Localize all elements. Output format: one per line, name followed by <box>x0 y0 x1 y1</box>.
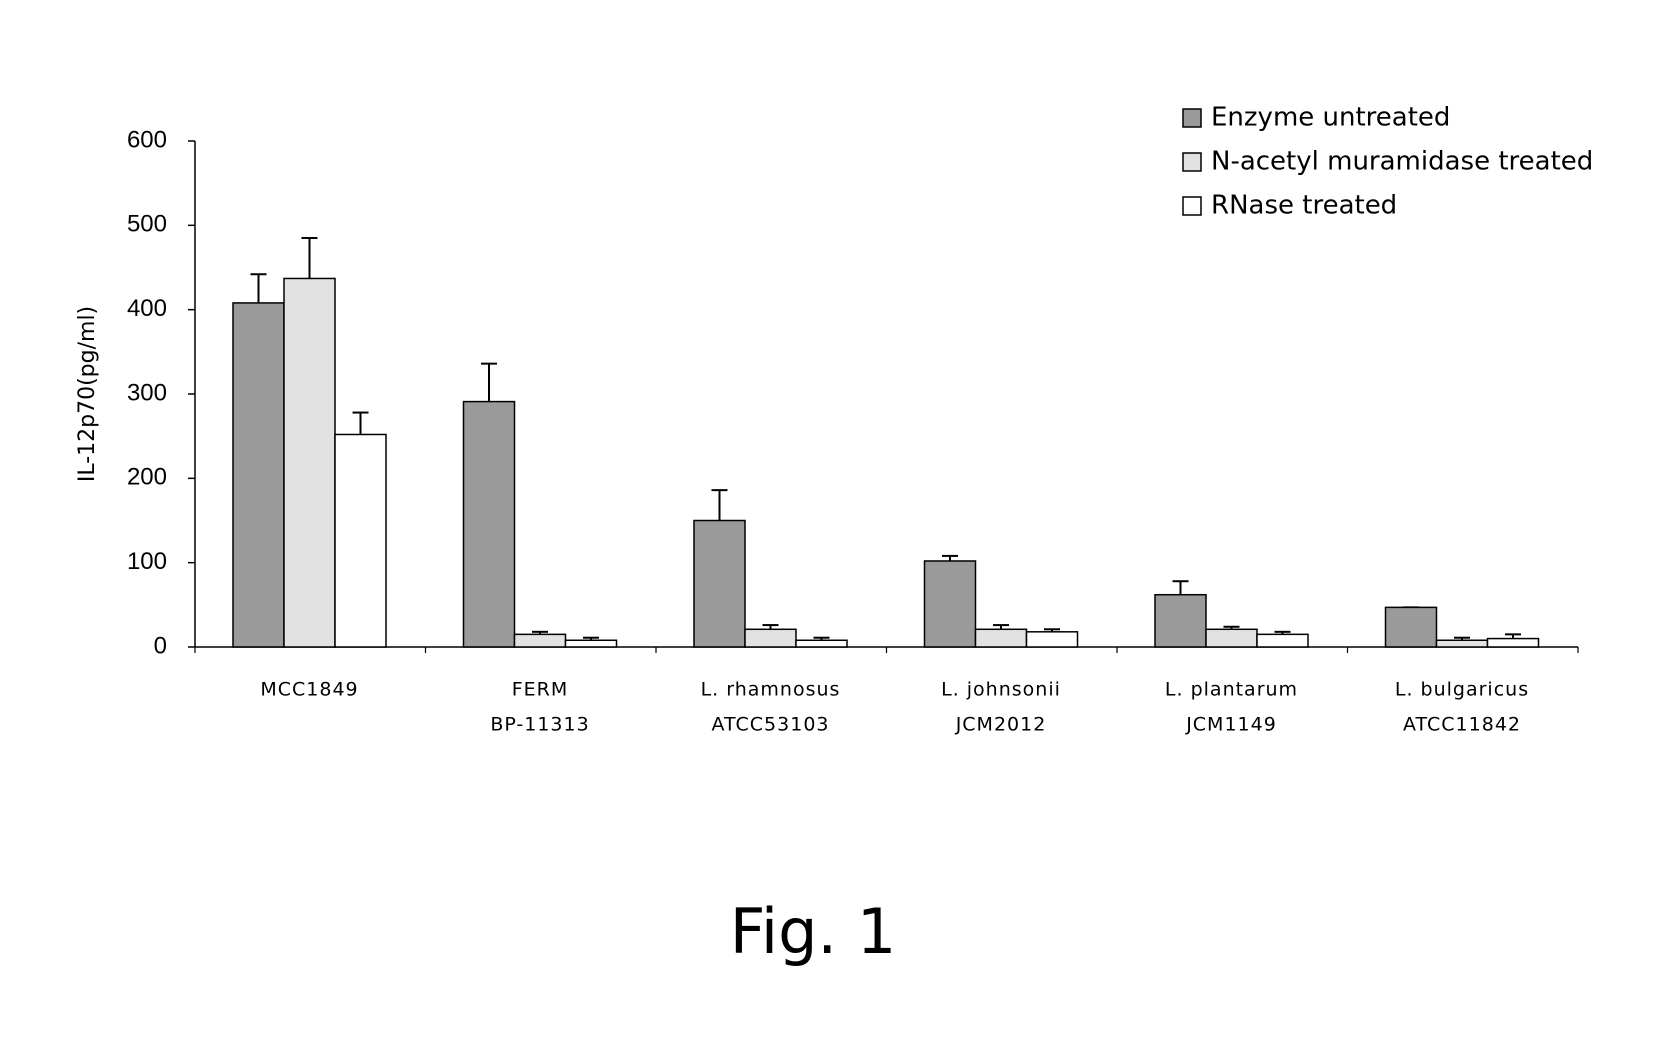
legend-label: Enzyme untreated <box>1211 103 1450 133</box>
page: IL-12p70(pg/ml) Fig. 1 0 100 200 300 400 500 6… <box>0 0 1680 1037</box>
bar <box>1027 632 1078 647</box>
legend-swatch <box>1183 153 1201 171</box>
x-tick-label: ATCC11842 <box>1403 714 1521 736</box>
bar <box>284 278 335 647</box>
y-tick-label: 500 <box>127 211 167 238</box>
y-tick-label: 100 <box>127 548 167 575</box>
x-tick-label: ATCC53103 <box>712 714 830 736</box>
bar <box>464 402 515 647</box>
bar <box>335 434 386 647</box>
x-tick-label: JCM2012 <box>955 714 1047 736</box>
legend-label: RNase treated <box>1211 191 1397 221</box>
bar <box>796 640 847 647</box>
bar <box>1257 634 1308 647</box>
x-tick-label: L. bulgaricus <box>1395 679 1529 701</box>
y-tick-label: 0 <box>154 632 167 659</box>
caption: Fig. 1 <box>730 895 897 968</box>
x-tick-label: L. johnsonii <box>941 679 1061 701</box>
bar <box>566 640 617 647</box>
bar <box>233 303 284 647</box>
bar <box>515 634 566 647</box>
bar <box>976 629 1027 647</box>
bar <box>745 629 796 647</box>
y-tick-label: 200 <box>127 464 167 491</box>
bar <box>694 521 745 648</box>
x-tick-label: FERM <box>512 679 569 701</box>
bar <box>925 561 976 647</box>
chart: IL-12p70(pg/ml) Fig. 1 0 100 200 300 400 500 6… <box>0 0 1680 1037</box>
x-tick-label: BP-11313 <box>490 714 589 736</box>
legend-swatch <box>1183 109 1201 127</box>
y-tick-label: 400 <box>127 295 167 322</box>
y-tick-label: 300 <box>127 379 167 406</box>
y-axis-label: IL-12p70(pg/ml) <box>75 306 100 482</box>
legend-label: N-acetyl muramidase treated <box>1211 147 1593 177</box>
x-tick-label: L. rhamnosus <box>701 679 841 701</box>
bar <box>1488 639 1539 647</box>
x-tick-label: JCM1149 <box>1185 714 1277 736</box>
bar <box>1386 607 1437 647</box>
bar <box>1206 629 1257 647</box>
x-tick-label: L. plantarum <box>1165 679 1298 701</box>
legend-swatch <box>1183 197 1201 215</box>
x-tick-label: MCC1849 <box>260 679 358 701</box>
bar <box>1437 640 1488 647</box>
y-tick-label: 600 <box>127 126 167 153</box>
bar <box>1155 595 1206 647</box>
